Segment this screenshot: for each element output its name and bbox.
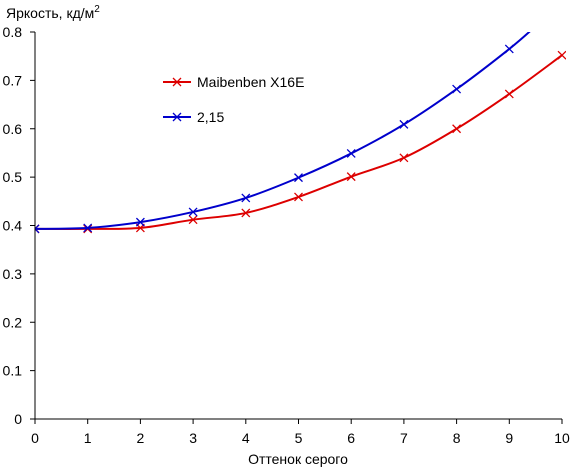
y-tick-label-7: 0.7 xyxy=(3,72,23,88)
y-axis-title: Яркость, кд/м2 xyxy=(6,4,100,21)
y-tick-label-0: 0 xyxy=(14,411,22,427)
series-1-point-5 xyxy=(294,173,303,183)
x-tick-label-1: 1 xyxy=(84,430,92,446)
legend-marker-gamma xyxy=(172,112,182,122)
series-line-1 xyxy=(35,32,531,230)
series-1-point-0 xyxy=(35,224,40,234)
series-0-point-4 xyxy=(241,208,251,218)
y-tick-label-2: 0.2 xyxy=(3,314,23,330)
x-tick-label-0: 0 xyxy=(31,430,39,446)
series-0-point-9 xyxy=(504,89,514,99)
y-tick-label-4: 0.4 xyxy=(3,218,23,234)
y-tick-label-3: 0.3 xyxy=(3,266,23,282)
series-0-point-5 xyxy=(294,192,303,202)
series-0-point-10 xyxy=(557,50,566,60)
x-axis-title: Оттенок серого xyxy=(248,451,348,467)
series-1-point-8 xyxy=(452,84,462,94)
y-axis-title-superscript: 2 xyxy=(94,4,100,15)
series-1-point-9 xyxy=(504,44,514,54)
legend-label-maibenben: Maibenben X16E xyxy=(197,74,304,90)
x-tick-label-5: 5 xyxy=(295,430,303,446)
y-tick-label-1: 0.1 xyxy=(3,363,23,379)
series-1-point-3 xyxy=(188,207,198,217)
x-tick-label-2: 2 xyxy=(137,430,145,446)
series-1-point-6 xyxy=(346,148,356,158)
x-tick-label-10: 10 xyxy=(554,430,570,446)
y-axis-title-text: Яркость, кд/м xyxy=(6,5,94,21)
x-tick-label-7: 7 xyxy=(400,430,408,446)
y-tick-label-5: 0.5 xyxy=(3,169,23,185)
series-1-point-1 xyxy=(83,223,93,233)
x-tick-label-6: 6 xyxy=(347,430,355,446)
series-0-point-6 xyxy=(346,172,356,182)
legend-marker-maibenben xyxy=(172,77,182,87)
legend: Maibenben X16E 2,15 xyxy=(163,74,304,125)
ticks: 0 1 2 3 4 5 6 7 8 9 10 0 0.1 0.2 0.3 0.4 0.5 0.6 0.7 0.8 xyxy=(3,24,570,446)
legend-item-maibenben: Maibenben X16E xyxy=(163,74,304,90)
x-tick-label-4: 4 xyxy=(242,430,250,446)
series-1-point-4 xyxy=(241,193,251,203)
legend-item-gamma: 2,15 xyxy=(163,109,224,125)
series-0-point-3 xyxy=(188,215,198,225)
y-tick-label-8: 0.8 xyxy=(3,24,23,40)
series-1-point-7 xyxy=(399,119,409,129)
legend-label-gamma: 2,15 xyxy=(197,109,224,125)
plot-area xyxy=(35,32,566,234)
x-tick-label-9: 9 xyxy=(505,430,513,446)
x-tick-label-8: 8 xyxy=(453,430,461,446)
series-group xyxy=(35,32,566,234)
series-0-point-8 xyxy=(452,124,462,134)
y-tick-label-6: 0.6 xyxy=(3,121,23,137)
series-0-point-7 xyxy=(399,153,409,163)
x-tick-label-3: 3 xyxy=(189,430,197,446)
series-1-point-2 xyxy=(135,217,145,227)
